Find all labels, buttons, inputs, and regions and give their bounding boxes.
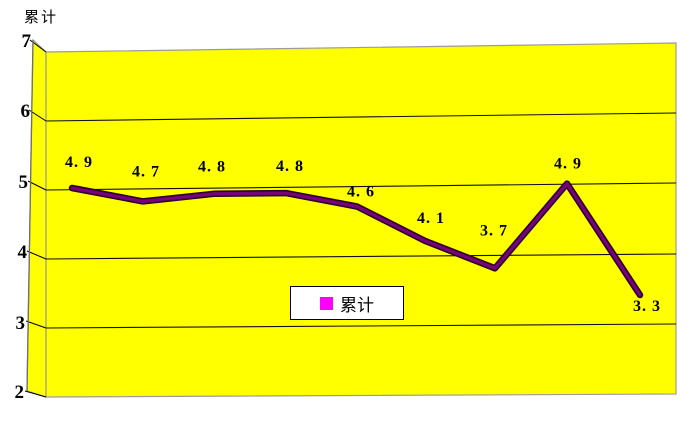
ytick-label: 3	[16, 313, 26, 334]
data-label: 4. 1	[417, 210, 445, 227]
gridline-4	[45, 253, 677, 260]
legend[interactable]: 累计	[290, 286, 404, 320]
ytick-label: 5	[19, 172, 29, 193]
data-label: 4. 9	[65, 154, 93, 171]
data-label: 3. 7	[480, 222, 508, 239]
value-axis-labels: 7 6 5 4 3 2	[15, 31, 32, 403]
gridline-6	[45, 112, 677, 122]
tick-3	[25, 320, 47, 329]
data-label: 4. 7	[132, 163, 160, 180]
chart-plot-area[interactable]	[45, 42, 677, 398]
data-label: 4. 8	[198, 159, 226, 176]
ytick-label: 6	[21, 101, 31, 122]
data-label: 3. 3	[633, 298, 661, 315]
gridline-3	[45, 323, 677, 329]
legend-label: 累计	[340, 295, 374, 315]
tick-2	[24, 390, 47, 398]
data-label: 4. 8	[276, 158, 304, 175]
value-axis-title: 累计	[24, 10, 59, 26]
ytick-label: 4	[18, 242, 28, 263]
data-labels: 4. 9 4. 7 4. 8 4. 8 4. 6 4. 1 3. 7 4. 9 …	[65, 154, 661, 315]
ytick-label: 2	[15, 382, 25, 403]
value-axis-line	[26, 39, 34, 392]
data-label: 4. 6	[347, 184, 375, 201]
legend-marker-square-icon	[320, 296, 333, 310]
series-line-cumulative[interactable]	[70, 182, 642, 297]
tick-4	[26, 250, 47, 260]
ytick-label: 7	[22, 31, 32, 52]
data-label: 4. 9	[554, 156, 582, 173]
